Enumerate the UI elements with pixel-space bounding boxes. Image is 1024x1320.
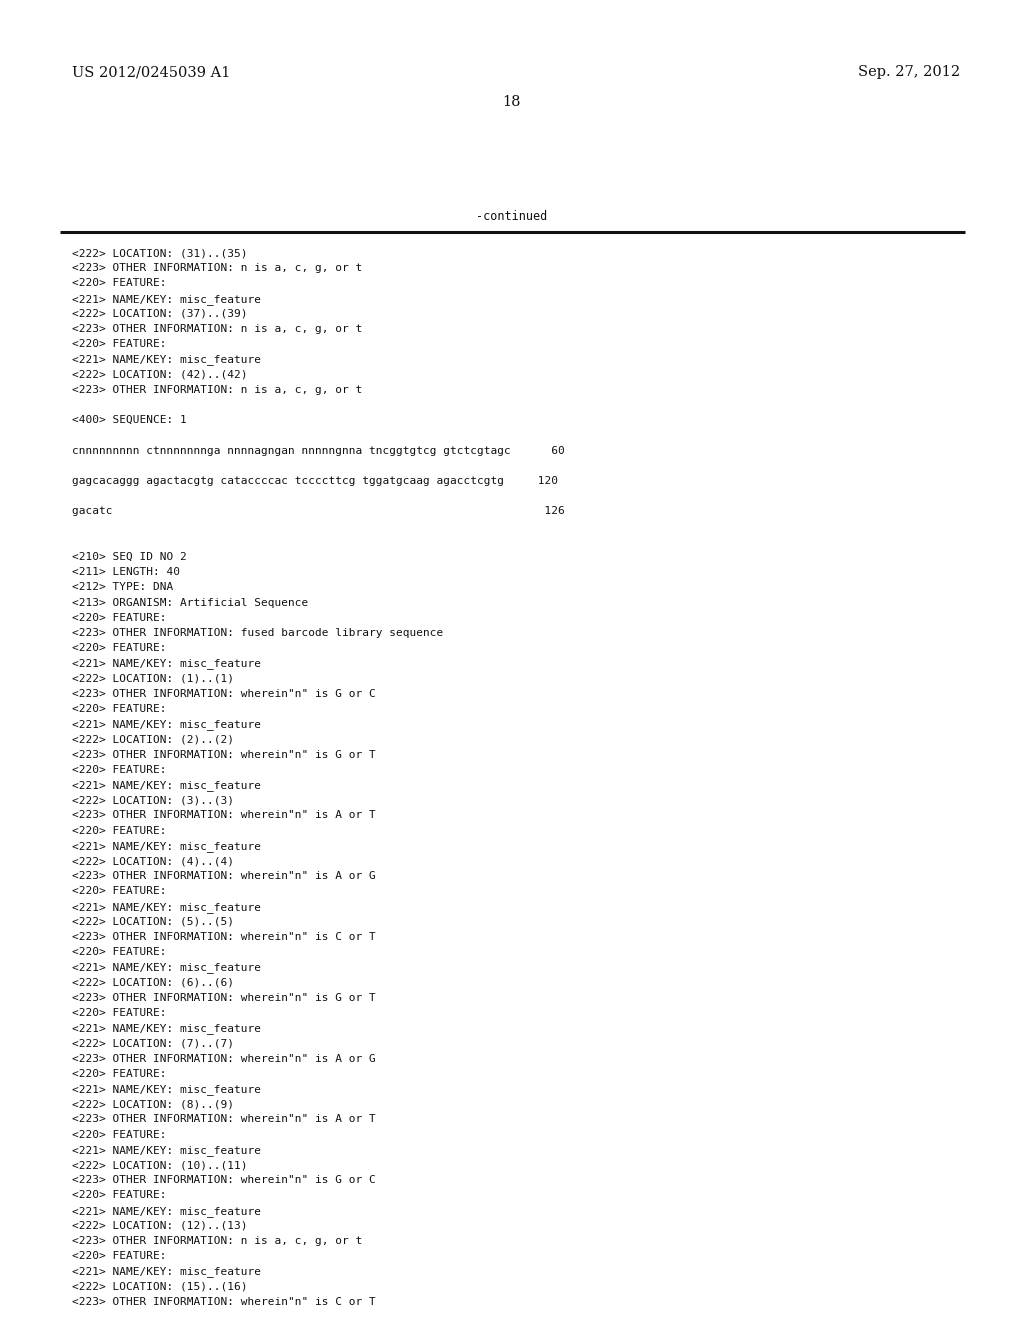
Text: 18: 18 bbox=[503, 95, 521, 110]
Text: <223> OTHER INFORMATION: wherein"n" is C or T: <223> OTHER INFORMATION: wherein"n" is C… bbox=[72, 1296, 376, 1307]
Text: <223> OTHER INFORMATION: wherein"n" is A or G: <223> OTHER INFORMATION: wherein"n" is A… bbox=[72, 871, 376, 882]
Text: <222> LOCATION: (2)..(2): <222> LOCATION: (2)..(2) bbox=[72, 734, 234, 744]
Text: <221> NAME/KEY: misc_feature: <221> NAME/KEY: misc_feature bbox=[72, 354, 261, 366]
Text: cnnnnnnnnn ctnnnnnnnga nnnnagngan nnnnngnna tncggtgtcg gtctcgtagc      60: cnnnnnnnnn ctnnnnnnnga nnnnagngan nnnnng… bbox=[72, 446, 565, 455]
Text: <223> OTHER INFORMATION: wherein"n" is G or C: <223> OTHER INFORMATION: wherein"n" is G… bbox=[72, 689, 376, 698]
Text: <220> FEATURE:: <220> FEATURE: bbox=[72, 339, 167, 350]
Text: <223> OTHER INFORMATION: wherein"n" is G or T: <223> OTHER INFORMATION: wherein"n" is G… bbox=[72, 750, 376, 759]
Text: <223> OTHER INFORMATION: wherein"n" is A or G: <223> OTHER INFORMATION: wherein"n" is A… bbox=[72, 1053, 376, 1064]
Text: <222> LOCATION: (1)..(1): <222> LOCATION: (1)..(1) bbox=[72, 673, 234, 684]
Text: US 2012/0245039 A1: US 2012/0245039 A1 bbox=[72, 65, 230, 79]
Text: <220> FEATURE:: <220> FEATURE: bbox=[72, 948, 167, 957]
Text: <220> FEATURE:: <220> FEATURE: bbox=[72, 1069, 167, 1078]
Text: <223> OTHER INFORMATION: fused barcode library sequence: <223> OTHER INFORMATION: fused barcode l… bbox=[72, 628, 443, 638]
Text: <211> LENGTH: 40: <211> LENGTH: 40 bbox=[72, 568, 180, 577]
Text: <221> NAME/KEY: misc_feature: <221> NAME/KEY: misc_feature bbox=[72, 1144, 261, 1156]
Text: <223> OTHER INFORMATION: n is a, c, g, or t: <223> OTHER INFORMATION: n is a, c, g, o… bbox=[72, 385, 362, 395]
Text: <220> FEATURE:: <220> FEATURE: bbox=[72, 704, 167, 714]
Text: <400> SEQUENCE: 1: <400> SEQUENCE: 1 bbox=[72, 416, 186, 425]
Text: <222> LOCATION: (37)..(39): <222> LOCATION: (37)..(39) bbox=[72, 309, 248, 319]
Text: <222> LOCATION: (42)..(42): <222> LOCATION: (42)..(42) bbox=[72, 370, 248, 380]
Text: <223> OTHER INFORMATION: wherein"n" is A or T: <223> OTHER INFORMATION: wherein"n" is A… bbox=[72, 810, 376, 821]
Text: <222> LOCATION: (4)..(4): <222> LOCATION: (4)..(4) bbox=[72, 855, 234, 866]
Text: <222> LOCATION: (5)..(5): <222> LOCATION: (5)..(5) bbox=[72, 917, 234, 927]
Text: <221> NAME/KEY: misc_feature: <221> NAME/KEY: misc_feature bbox=[72, 902, 261, 912]
Text: <221> NAME/KEY: misc_feature: <221> NAME/KEY: misc_feature bbox=[72, 1023, 261, 1034]
Text: <220> FEATURE:: <220> FEATURE: bbox=[72, 825, 167, 836]
Text: <222> LOCATION: (12)..(13): <222> LOCATION: (12)..(13) bbox=[72, 1221, 248, 1230]
Text: <223> OTHER INFORMATION: n is a, c, g, or t: <223> OTHER INFORMATION: n is a, c, g, o… bbox=[72, 323, 362, 334]
Text: <221> NAME/KEY: misc_feature: <221> NAME/KEY: misc_feature bbox=[72, 719, 261, 730]
Text: <223> OTHER INFORMATION: n is a, c, g, or t: <223> OTHER INFORMATION: n is a, c, g, o… bbox=[72, 263, 362, 273]
Text: <221> NAME/KEY: misc_feature: <221> NAME/KEY: misc_feature bbox=[72, 1205, 261, 1217]
Text: gagcacaggg agactacgtg cataccccac tccccttcg tggatgcaag agacctcgtg     120: gagcacaggg agactacgtg cataccccac tcccctt… bbox=[72, 477, 558, 486]
Text: <222> LOCATION: (8)..(9): <222> LOCATION: (8)..(9) bbox=[72, 1100, 234, 1109]
Text: <210> SEQ ID NO 2: <210> SEQ ID NO 2 bbox=[72, 552, 186, 562]
Text: <221> NAME/KEY: misc_feature: <221> NAME/KEY: misc_feature bbox=[72, 841, 261, 851]
Text: <223> OTHER INFORMATION: wherein"n" is C or T: <223> OTHER INFORMATION: wherein"n" is C… bbox=[72, 932, 376, 942]
Text: <221> NAME/KEY: misc_feature: <221> NAME/KEY: misc_feature bbox=[72, 1084, 261, 1094]
Text: <220> FEATURE:: <220> FEATURE: bbox=[72, 1130, 167, 1139]
Text: <222> LOCATION: (3)..(3): <222> LOCATION: (3)..(3) bbox=[72, 795, 234, 805]
Text: <221> NAME/KEY: misc_feature: <221> NAME/KEY: misc_feature bbox=[72, 659, 261, 669]
Text: <220> FEATURE:: <220> FEATURE: bbox=[72, 1008, 167, 1018]
Text: <222> LOCATION: (15)..(16): <222> LOCATION: (15)..(16) bbox=[72, 1282, 248, 1291]
Text: <223> OTHER INFORMATION: wherein"n" is G or T: <223> OTHER INFORMATION: wherein"n" is G… bbox=[72, 993, 376, 1003]
Text: gacatc                                                                126: gacatc 126 bbox=[72, 507, 565, 516]
Text: <221> NAME/KEY: misc_feature: <221> NAME/KEY: misc_feature bbox=[72, 780, 261, 791]
Text: <222> LOCATION: (6)..(6): <222> LOCATION: (6)..(6) bbox=[72, 978, 234, 987]
Text: <220> FEATURE:: <220> FEATURE: bbox=[72, 279, 167, 288]
Text: -continued: -continued bbox=[476, 210, 548, 223]
Text: <220> FEATURE:: <220> FEATURE: bbox=[72, 1191, 167, 1200]
Text: <223> OTHER INFORMATION: wherein"n" is G or C: <223> OTHER INFORMATION: wherein"n" is G… bbox=[72, 1175, 376, 1185]
Text: <222> LOCATION: (7)..(7): <222> LOCATION: (7)..(7) bbox=[72, 1039, 234, 1048]
Text: <223> OTHER INFORMATION: n is a, c, g, or t: <223> OTHER INFORMATION: n is a, c, g, o… bbox=[72, 1236, 362, 1246]
Text: <213> ORGANISM: Artificial Sequence: <213> ORGANISM: Artificial Sequence bbox=[72, 598, 308, 607]
Text: <221> NAME/KEY: misc_feature: <221> NAME/KEY: misc_feature bbox=[72, 962, 261, 973]
Text: <222> LOCATION: (31)..(35): <222> LOCATION: (31)..(35) bbox=[72, 248, 248, 257]
Text: <212> TYPE: DNA: <212> TYPE: DNA bbox=[72, 582, 173, 593]
Text: <220> FEATURE:: <220> FEATURE: bbox=[72, 764, 167, 775]
Text: <220> FEATURE:: <220> FEATURE: bbox=[72, 887, 167, 896]
Text: Sep. 27, 2012: Sep. 27, 2012 bbox=[858, 65, 961, 79]
Text: <223> OTHER INFORMATION: wherein"n" is A or T: <223> OTHER INFORMATION: wherein"n" is A… bbox=[72, 1114, 376, 1125]
Text: <221> NAME/KEY: misc_feature: <221> NAME/KEY: misc_feature bbox=[72, 1266, 261, 1278]
Text: <220> FEATURE:: <220> FEATURE: bbox=[72, 1251, 167, 1261]
Text: <220> FEATURE:: <220> FEATURE: bbox=[72, 643, 167, 653]
Text: <221> NAME/KEY: misc_feature: <221> NAME/KEY: misc_feature bbox=[72, 293, 261, 305]
Text: <222> LOCATION: (10)..(11): <222> LOCATION: (10)..(11) bbox=[72, 1160, 248, 1170]
Text: <220> FEATURE:: <220> FEATURE: bbox=[72, 612, 167, 623]
